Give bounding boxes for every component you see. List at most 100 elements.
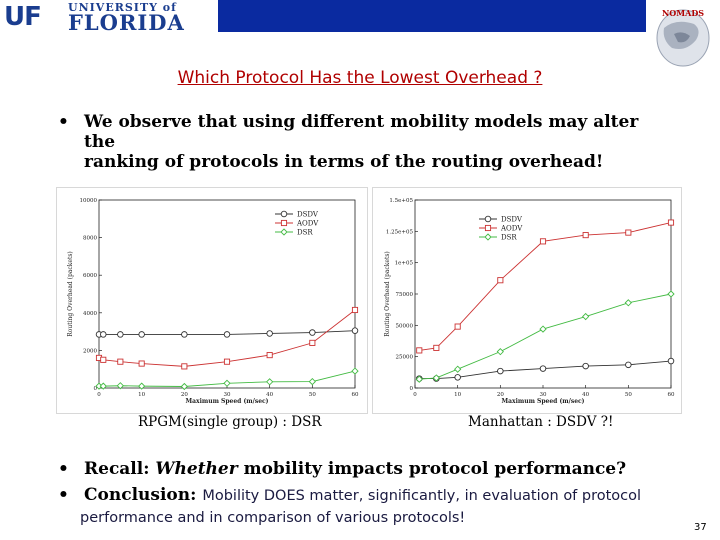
x-tick-label: 0 <box>413 392 417 398</box>
data-point-dsr <box>415 375 423 383</box>
series-line-dsdv <box>419 360 672 380</box>
data-point-dsr <box>432 374 440 382</box>
data-point-dsdv <box>117 331 124 338</box>
chart-left-panel: 0 10 20 30 40 50 60 0 2000 4000 6000 8000 10000 Maxim… <box>56 187 368 414</box>
x-tick-label: 60 <box>668 392 675 398</box>
y-tick-label: 8000 <box>83 236 97 242</box>
data-point-dsdv <box>223 331 231 338</box>
conclusion-text-line2: performance and in comparison of various… <box>80 510 466 526</box>
data-point-dsdv <box>625 361 632 369</box>
data-point-dsdv <box>100 331 107 338</box>
uf-logo: UF UNIVERSITY of FLORIDA <box>0 0 218 35</box>
data-point-dsdv <box>582 362 589 370</box>
chart-right: 0 10 20 30 40 50 60 0 25000 50000 75000 1e+05 1.25e+… <box>384 198 675 405</box>
data-point-dsr <box>180 382 188 391</box>
x-tick-label: 40 <box>582 392 589 398</box>
series-line-aodv <box>419 222 672 351</box>
data-point-aodv <box>433 344 440 351</box>
x-tick-label: 0 <box>97 392 101 398</box>
y-tick-label: 75000 <box>396 292 414 298</box>
legend-label: AODV <box>500 225 523 233</box>
x-tick-label: 60 <box>352 392 359 398</box>
y-tick-label: 4000 <box>83 311 97 317</box>
legend-label: DSR <box>501 234 517 242</box>
y-tick-label: 6000 <box>83 273 97 279</box>
legend-marker <box>484 215 492 223</box>
bullet-dot: • <box>58 459 69 479</box>
data-point-aodv <box>266 352 273 359</box>
chart-left: 0 10 20 30 40 50 60 0 2000 4000 6000 8000 10000 Maxim… <box>67 198 359 405</box>
data-point-dsdv <box>351 327 359 334</box>
nomads-logo-icon: NOMADS <box>646 0 720 72</box>
data-point-dsr <box>667 290 675 298</box>
data-point-aodv <box>223 358 231 365</box>
legend-marker <box>280 228 288 236</box>
x-axis-label: Maximum Speed (m/sec) <box>501 398 584 405</box>
bullet-observation: • We observe that using different mobili… <box>58 112 644 172</box>
y-tick-label: 0 <box>94 386 98 392</box>
data-point-aodv <box>117 358 124 365</box>
y-axis-label: Routing Overhead (packets) <box>384 251 391 337</box>
data-point-aodv <box>416 347 423 354</box>
x-tick-label: 10 <box>454 392 461 398</box>
legend-label: AODV <box>296 220 319 228</box>
recall-text: mobility impacts protocol performance? <box>237 459 627 479</box>
data-point-aodv <box>582 232 589 239</box>
x-tick-label: 30 <box>540 392 547 398</box>
data-point-dsr <box>223 379 231 387</box>
uf-florida-text: FLORIDA <box>68 10 185 35</box>
y-tick-label: 2000 <box>83 348 97 354</box>
series-line-dsr <box>419 293 672 380</box>
legend-marker <box>280 210 288 218</box>
nomads-label: NOMADS <box>662 8 704 18</box>
y-tick-label: 1e+05 <box>395 261 414 267</box>
series-line-aodv <box>98 309 356 367</box>
x-tick-label: 10 <box>138 392 145 398</box>
data-point-aodv <box>667 219 675 226</box>
bullet-line: We observe that using different mobility… <box>84 112 639 152</box>
legend-label: DSDV <box>297 211 319 219</box>
legend-marker <box>280 219 288 227</box>
bullet-conclusion: • Conclusion: Mobility DOES matter, sign… <box>58 485 694 528</box>
data-point-aodv <box>625 229 632 236</box>
data-point-dsr <box>582 312 590 321</box>
data-point-dsdv <box>266 330 273 337</box>
conclusion-label: Conclusion: <box>84 485 203 505</box>
data-point-aodv <box>454 323 461 330</box>
data-point-dsr <box>496 348 504 356</box>
bullet-dot: • <box>58 485 69 505</box>
bullet-line: ranking of protocols in terms of the rou… <box>84 152 604 172</box>
data-point-dsdv <box>138 331 145 338</box>
data-point-aodv <box>100 356 107 363</box>
y-axis-label: Routing Overhead (packets) <box>67 251 74 337</box>
uf-monogram: UF <box>4 2 42 32</box>
conclusion-text: Mobility DOES matter, significantly, in … <box>202 488 642 504</box>
data-point-aodv <box>138 360 145 367</box>
x-tick-label: 50 <box>309 392 316 398</box>
data-point-dsdv <box>667 357 675 365</box>
data-point-aodv <box>181 363 188 370</box>
y-tick-label: 50000 <box>396 323 414 329</box>
data-point-dsr <box>99 382 107 390</box>
y-tick-label: 10000 <box>80 198 98 204</box>
y-tick-label: 0 <box>410 386 414 392</box>
data-point-dsr <box>116 382 124 390</box>
page-title: Which Protocol Has the Lowest Overhead ? <box>177 68 543 88</box>
legend-marker <box>484 224 492 232</box>
x-tick-label: 20 <box>497 392 504 398</box>
legend-marker <box>484 233 492 241</box>
data-point-aodv <box>497 277 504 284</box>
x-axis-label: Maximum Speed (m/sec) <box>185 398 268 405</box>
data-point-dsdv <box>181 331 188 338</box>
data-point-dsdv <box>309 329 316 336</box>
y-tick-label: 25000 <box>396 355 414 361</box>
data-point-dsdv <box>497 367 504 375</box>
data-point-dsdv <box>539 365 547 372</box>
x-tick-label: 40 <box>266 392 273 398</box>
x-tick-label: 30 <box>224 392 231 398</box>
data-point-aodv <box>309 339 316 346</box>
chart-right-panel: 0 10 20 30 40 50 60 0 25000 50000 75000 1e+05 1.25e+… <box>372 187 682 414</box>
bullet-recall: • Recall: Whether mobility impacts proto… <box>58 459 684 479</box>
data-point-dsr <box>138 382 146 390</box>
x-tick-label: 20 <box>181 392 188 398</box>
